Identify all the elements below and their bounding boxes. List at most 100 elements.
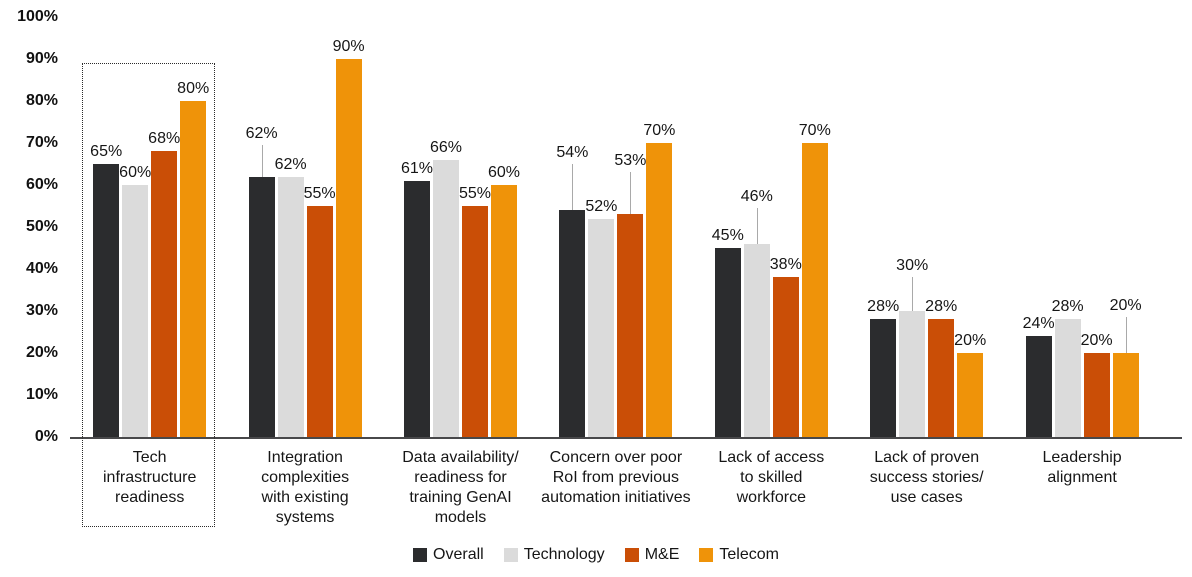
y-axis-tick-label: 10% bbox=[25, 386, 58, 403]
category-label: Concern over poor RoI from previous auto… bbox=[541, 449, 691, 506]
bar-overall-5: 28% bbox=[867, 298, 899, 437]
leader-line bbox=[1125, 317, 1127, 353]
bar-value-label: 20% bbox=[1080, 332, 1113, 349]
bar-value-label: 55% bbox=[303, 185, 336, 202]
x-axis-baseline bbox=[70, 437, 1182, 439]
category-label: Tech infrastructure readiness bbox=[103, 449, 197, 506]
bar-overall-3: 54% bbox=[556, 144, 588, 437]
leader-line bbox=[756, 207, 758, 244]
bar-me-0: 68% bbox=[148, 130, 180, 437]
bar-overall-1: 62% bbox=[246, 125, 278, 437]
legend: Overall Technology M&E Telecom bbox=[0, 546, 1192, 564]
bar-value-label: 90% bbox=[332, 38, 365, 55]
bar-group: 28% 30% 28% 20% bbox=[849, 17, 1004, 437]
legend-item-telecom: Telecom bbox=[699, 546, 779, 564]
bar-overall-6: 24% bbox=[1023, 315, 1055, 437]
bar-me-1: 55% bbox=[304, 185, 336, 437]
category-label: Integration complexities with existing s… bbox=[261, 449, 350, 526]
y-axis-tick-label: 60% bbox=[25, 176, 58, 193]
legend-label: Overall bbox=[433, 546, 484, 563]
y-axis-tick-label: 40% bbox=[25, 260, 58, 277]
bar-value-label: 70% bbox=[798, 122, 831, 139]
legend-swatch bbox=[624, 548, 639, 562]
leader-line bbox=[630, 172, 632, 215]
highlight-dashed-box bbox=[82, 63, 216, 527]
y-axis-tick-label: 100% bbox=[17, 8, 58, 25]
bar-value-label: 52% bbox=[585, 197, 618, 215]
bar-value-label: 70% bbox=[643, 122, 676, 139]
leader-line bbox=[261, 144, 263, 177]
y-axis-tick-label: 20% bbox=[25, 344, 58, 361]
legend-swatch bbox=[699, 548, 714, 562]
bar-value-label: 61% bbox=[400, 159, 433, 177]
bar-technology-6: 28% bbox=[1052, 298, 1084, 437]
bar-group: 24% 28% 20% 20% bbox=[1004, 17, 1159, 437]
bar-value-label: 28% bbox=[1051, 298, 1084, 316]
bar-technology-4: 46% bbox=[741, 188, 773, 437]
bar-value-label: 53% bbox=[614, 152, 647, 170]
y-axis-tick-label: 70% bbox=[25, 134, 58, 151]
bar-value-label: 45% bbox=[711, 227, 744, 244]
y-axis-tick-label: 30% bbox=[25, 302, 58, 319]
bar-overall-4: 45% bbox=[712, 227, 744, 437]
legend-item-me: M&E bbox=[624, 546, 680, 564]
leader-line bbox=[572, 164, 574, 211]
legend-item-technology: Technology bbox=[503, 546, 605, 564]
category-label: Leadership alignment bbox=[1042, 449, 1122, 486]
legend-swatch bbox=[503, 548, 518, 562]
legend-swatch bbox=[413, 548, 428, 562]
bar-technology-1: 62% bbox=[275, 156, 307, 437]
bar-value-label: 62% bbox=[245, 124, 278, 142]
bar-telecom-5: 20% bbox=[954, 332, 986, 437]
legend-item-overall: Overall bbox=[413, 546, 484, 564]
bar-technology-3: 52% bbox=[585, 198, 617, 437]
bar-group: 54% 52% 53% 70% bbox=[538, 17, 693, 437]
bar-value-label: 28% bbox=[867, 298, 900, 316]
bar-value-label: 28% bbox=[925, 298, 958, 316]
bar-me-6: 20% bbox=[1081, 332, 1113, 437]
y-axis-tick-label: 90% bbox=[25, 50, 58, 67]
bar-technology-2: 66% bbox=[430, 139, 462, 437]
bar-overall-2: 61% bbox=[401, 160, 433, 437]
bar-value-label: 65% bbox=[90, 143, 123, 160]
bar-value-label: 38% bbox=[769, 256, 802, 274]
bar-telecom-1: 90% bbox=[333, 38, 365, 437]
bar-value-label: 20% bbox=[954, 332, 987, 349]
bar-telecom-3: 70% bbox=[643, 122, 675, 437]
legend-label: M&E bbox=[644, 546, 680, 563]
bar-me-5: 28% bbox=[925, 298, 957, 437]
bar-me-3: 53% bbox=[614, 152, 646, 437]
category-label: Lack of proven success stories/ use case… bbox=[869, 449, 984, 506]
bar-technology-0: 60% bbox=[119, 164, 151, 437]
bar-technology-5: 30% bbox=[896, 257, 928, 437]
bar-telecom-0: 80% bbox=[177, 80, 209, 437]
category-label: Data availability/ readiness for trainin… bbox=[402, 449, 519, 526]
bar-telecom-4: 70% bbox=[799, 122, 831, 437]
leader-line bbox=[912, 277, 914, 311]
bar-value-label: 62% bbox=[274, 155, 307, 173]
bar-value-label: 68% bbox=[148, 130, 181, 148]
bar-value-label: 66% bbox=[429, 138, 462, 156]
bar-value-label: 60% bbox=[119, 164, 152, 181]
bar-value-label: 60% bbox=[487, 164, 520, 181]
y-axis-tick-label: 0% bbox=[34, 428, 58, 445]
bar-telecom-6: 20% bbox=[1110, 297, 1142, 437]
legend-label: Technology bbox=[523, 546, 605, 563]
bar-telecom-2: 60% bbox=[488, 164, 520, 437]
y-axis-tick-label: 50% bbox=[25, 218, 58, 235]
y-axis-tick-label: 80% bbox=[25, 92, 58, 109]
bar-me-2: 55% bbox=[459, 185, 491, 437]
bar-group: 61% 66% 55% 60% bbox=[383, 17, 538, 437]
bar-value-label: 55% bbox=[458, 185, 491, 202]
bar-value-label: 30% bbox=[896, 257, 929, 274]
bar-value-label: 20% bbox=[1109, 297, 1142, 314]
bar-group: 45% 46% 38% 70% bbox=[694, 17, 849, 437]
bar-group: 62% 62% 55% 90% bbox=[227, 17, 382, 437]
bar-value-label: 46% bbox=[740, 187, 773, 205]
category-label: Lack of access to skilled workforce bbox=[718, 449, 825, 506]
bar-value-label: 54% bbox=[556, 144, 589, 162]
legend-label: Telecom bbox=[719, 546, 779, 563]
bar-me-4: 38% bbox=[770, 256, 802, 437]
bar-group: 65% 60% 68% 80% bbox=[72, 17, 227, 437]
